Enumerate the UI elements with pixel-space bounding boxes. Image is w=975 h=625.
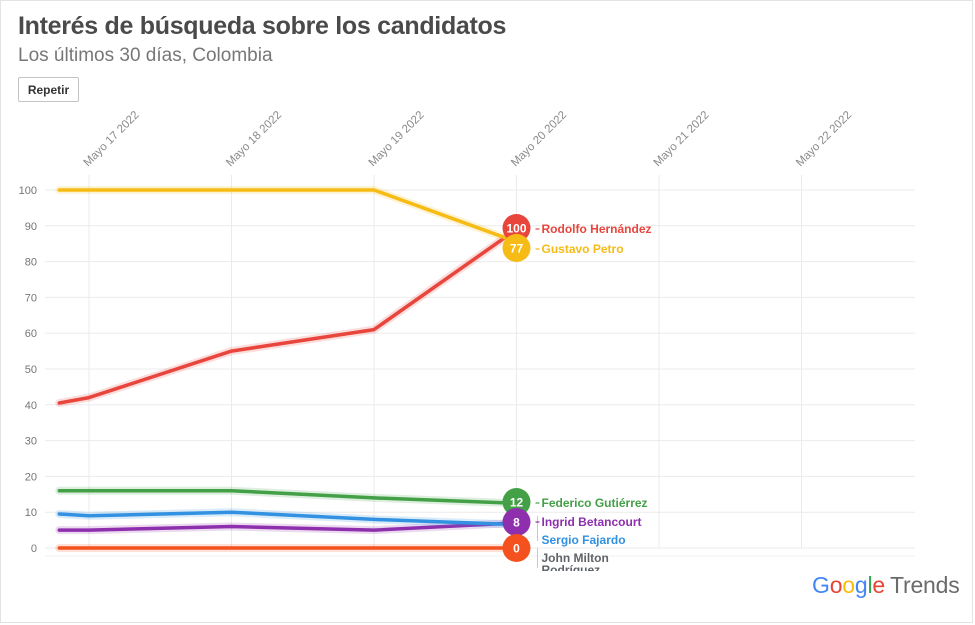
end-value-text: 100 [506,222,526,236]
x-tick-label: Mayo 22 2022 [794,109,854,169]
series-end-label: Rodolfo Hernández [542,222,652,236]
series-end-label: Federico Gutiérrez [542,496,648,510]
series-line [57,521,519,532]
series-line [57,510,519,527]
end-value-text: 8 [513,516,520,530]
y-tick-label: 20 [25,471,37,483]
y-tick-label: 10 [25,507,37,519]
end-value-badge [502,234,531,262]
google-letter: o [842,572,855,598]
series-end-label: Sergio Fajardo [542,533,626,547]
x-tick-label: Mayo 19 2022 [367,109,427,169]
google-trends-logo: Google Trends [812,572,960,599]
x-tick-label: Mayo 17 2022 [82,109,142,169]
google-letter: g [854,572,868,598]
y-tick-label: 60 [25,328,37,340]
google-wordmark: Google [812,572,885,598]
end-value-text: 77 [510,242,524,256]
end-value-text: 0 [513,542,520,556]
series-end-label: John Milton Rodríguez [542,551,609,577]
y-tick-label: 40 [25,400,37,412]
x-tick-label: Mayo 20 2022 [509,109,569,169]
y-tick-label: 80 [25,257,37,269]
chart-title: Interés de búsqueda sobre los candidatos [18,12,507,40]
google-letter: o [829,572,843,598]
chart-subtitle: Los últimos 30 días, Colombia [18,45,273,66]
replay-button[interactable]: Repetir [18,77,79,102]
y-tick-label: 90 [25,221,37,233]
y-tick-label: 0 [31,543,37,555]
google-letter: l [867,572,873,598]
end-value-badge [502,508,531,536]
series-line [57,488,519,506]
y-tick-label: 70 [25,292,37,304]
series-end-label: Gustavo Petro [542,242,624,256]
end-value-badge [502,214,531,242]
series-line [57,227,519,405]
y-tick-label: 30 [25,436,37,448]
series-line [57,188,519,244]
y-tick-label: 50 [25,364,37,376]
end-value-badge [502,534,531,562]
google-letter: e [872,572,885,598]
google-letter: G [812,572,830,598]
x-tick-label: Mayo 18 2022 [224,109,284,169]
series-end-label: Ingrid Betancourt [542,515,642,529]
series-halo [55,225,521,407]
end-value-text: 12 [510,496,524,510]
end-value-badge [502,488,531,516]
y-tick-label: 100 [19,185,37,197]
trends-wordmark: Trends [890,572,960,598]
x-tick-label: Mayo 21 2022 [652,109,712,169]
